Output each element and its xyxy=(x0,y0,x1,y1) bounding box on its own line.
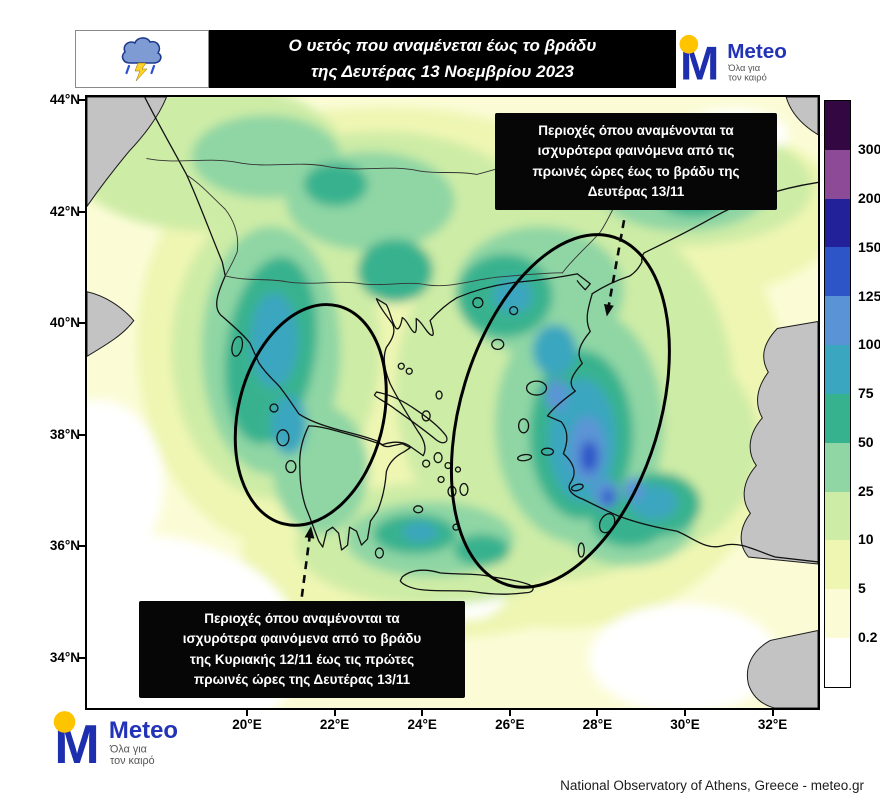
weather-icon-box xyxy=(75,30,209,88)
highlight-ellipse-west xyxy=(233,303,388,527)
no-data-regions xyxy=(87,97,818,708)
lat-axis-label: 36°N xyxy=(49,538,80,554)
colorbar-tick-label: 100 xyxy=(858,336,880,353)
callout-sw-line1: Περιοχές όπου αναμένονται τα xyxy=(204,611,400,626)
colorbar-tick-label: 200 xyxy=(858,190,880,206)
lat-axis-label: 42°N xyxy=(49,203,80,219)
map-title: Ο υετός που αναμένεται έως το βράδυ της … xyxy=(209,30,676,88)
arrow-southwest xyxy=(300,526,315,597)
logo-wordmark: Meteo xyxy=(727,40,787,63)
colorbar-segment xyxy=(825,589,850,639)
lat-axis-label: 40°N xyxy=(49,315,80,331)
highlight-ellipses xyxy=(233,233,671,589)
colorbar-tick-label: 75 xyxy=(858,385,874,401)
lat-axis-tick xyxy=(79,99,85,101)
map-title-line2: της Δευτέρας 13 Νοεμβρίου 2023 xyxy=(311,62,574,81)
footer-logo-box: M Meteo Όλα για τον καιρό xyxy=(52,708,200,775)
map-area: Περιοχές όπου αναμένονται τα ισχυρότερα … xyxy=(85,95,820,710)
callout-southwest: Περιοχές όπου αναμένονται τα ισχυρότερα … xyxy=(139,601,465,698)
colorbar-segment xyxy=(825,149,850,199)
callout-ne-line4: Δευτέρας 13/11 xyxy=(587,183,685,199)
annotation-arrows xyxy=(300,219,626,597)
lon-axis-label: 28°E xyxy=(582,717,613,732)
colorbar-segment xyxy=(825,247,850,297)
lon-axis-tick xyxy=(508,710,511,716)
highlight-ellipse-east xyxy=(449,233,671,589)
callout-ne-line1: Περιοχές όπου αναμένονται τα xyxy=(538,123,734,138)
colorbar-segment xyxy=(825,101,850,150)
colorbar-tick-label: 125 xyxy=(858,287,880,304)
lat-axis-tick xyxy=(79,545,85,548)
lat-axis-tick xyxy=(79,433,85,436)
callout-ne-line2: ισχυρότερα φαινόμενα από τις xyxy=(537,143,735,159)
colorbar xyxy=(824,100,851,688)
lon-axis-label: 30°E xyxy=(670,717,700,732)
colorbar-segment xyxy=(825,393,850,443)
logo-tagline-2: τον καιρό xyxy=(110,755,155,767)
map-title-line1: Ο υετός που αναμένεται έως το βράδυ xyxy=(288,35,597,55)
lon-axis-tick xyxy=(421,710,424,716)
lat-axis-tick xyxy=(79,657,85,659)
callout-sw-line2: ισχυρότερα φαινόμενα από το βράδυ xyxy=(182,631,422,647)
colorbar-segment xyxy=(825,442,850,492)
colorbar-tick-label: 300 xyxy=(858,141,880,158)
colorbar-tick-label: 50 xyxy=(858,433,874,450)
lon-axis-tick xyxy=(684,710,686,716)
colorbar-segment xyxy=(825,345,850,394)
logo-sun-dot-icon xyxy=(53,711,76,733)
lat-axis-label: 38°N xyxy=(49,426,80,442)
colorbar-segment xyxy=(825,540,850,590)
lat-axis-tick xyxy=(79,322,85,325)
colorbar-tick-label: 10 xyxy=(858,531,874,548)
logo-tagline-2: τον καιρό xyxy=(728,73,767,83)
logo-wordmark: Meteo xyxy=(109,717,178,744)
lat-axis-label: 34°N xyxy=(49,650,80,665)
colorbar-tick-label: 0.2 xyxy=(858,628,878,645)
colorbar-tick-label: 25 xyxy=(858,482,874,499)
arrow-northeast xyxy=(604,219,626,317)
callout-sw-line3: της Κυριακής 12/11 έως τις πρώτες xyxy=(189,651,415,667)
lon-axis-tick xyxy=(333,710,336,716)
lon-axis-tick xyxy=(596,710,599,716)
callout-sw-line4: πρωινές ώρες της Δευτέρας 13/11 xyxy=(193,671,411,687)
storm-cloud-rain-icon xyxy=(121,37,162,82)
colorbar-tick-label: 150 xyxy=(858,238,880,255)
lon-axis-label: 20°E xyxy=(232,717,262,732)
lon-axis-label: 24°E xyxy=(407,717,437,732)
colorbar-segment xyxy=(825,198,850,248)
header-banner: Ο υετός που αναμένεται έως το βράδυ της … xyxy=(75,30,806,88)
lon-axis-label: 22°E xyxy=(319,717,350,732)
source-credit: National Observatory of Athens, Greece -… xyxy=(560,778,864,793)
header-logo-box: M Meteo Όλα για τον καιρό xyxy=(676,30,806,88)
colorbar-segment xyxy=(825,491,850,541)
lon-axis-label: 26°E xyxy=(495,717,525,732)
meteo-logo-footer: M Meteo Όλα για τον καιρό xyxy=(53,711,178,775)
lat-axis-label: 44°N xyxy=(49,92,80,107)
lon-axis-tick xyxy=(246,710,248,716)
colorbar-tick-label: 5 xyxy=(858,580,866,596)
logo-tagline-1: Όλα για xyxy=(109,744,147,756)
logo-sun-dot-icon xyxy=(679,34,699,54)
meteo-logo: M Meteo Όλα για τον καιρό xyxy=(679,34,787,86)
lat-axis-tick xyxy=(79,210,85,213)
callout-ne-line3: πρωινές ώρες έως το βράδυ της xyxy=(532,163,740,179)
lon-axis-tick xyxy=(771,710,774,716)
colorbar-segment xyxy=(825,296,850,346)
logo-tagline-1: Όλα για xyxy=(727,63,761,73)
lon-axis-label: 32°E xyxy=(757,717,788,732)
callout-northeast: Περιοχές όπου αναμένονται τα ισχυρότερα … xyxy=(495,113,777,210)
colorbar-segment xyxy=(825,638,850,687)
